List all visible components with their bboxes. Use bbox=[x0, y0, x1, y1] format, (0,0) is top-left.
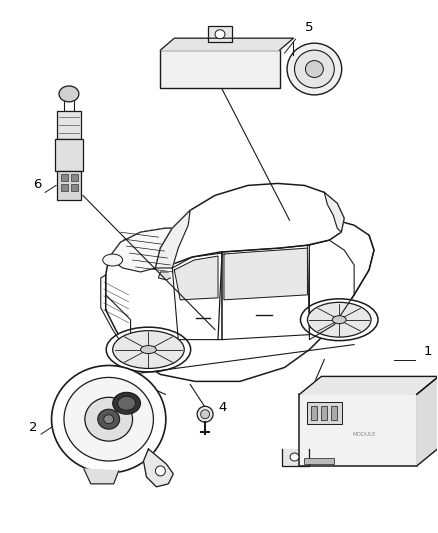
Bar bbox=[57, 171, 81, 200]
Ellipse shape bbox=[197, 406, 213, 422]
Ellipse shape bbox=[305, 61, 323, 77]
Ellipse shape bbox=[307, 302, 371, 337]
Text: 2: 2 bbox=[29, 421, 38, 434]
Bar bbox=[61, 184, 68, 191]
Ellipse shape bbox=[113, 392, 141, 414]
Bar bbox=[57, 111, 81, 139]
Bar bbox=[61, 174, 68, 181]
Ellipse shape bbox=[64, 377, 153, 461]
Bar bbox=[331, 406, 337, 420]
Polygon shape bbox=[159, 272, 170, 280]
Ellipse shape bbox=[85, 397, 133, 441]
Polygon shape bbox=[417, 376, 438, 466]
Polygon shape bbox=[155, 211, 190, 268]
Polygon shape bbox=[109, 228, 172, 272]
Ellipse shape bbox=[300, 299, 378, 341]
Polygon shape bbox=[174, 256, 218, 300]
Bar bbox=[321, 406, 327, 420]
Bar bbox=[300, 394, 417, 466]
Ellipse shape bbox=[59, 86, 79, 102]
Ellipse shape bbox=[98, 409, 120, 429]
Ellipse shape bbox=[332, 316, 346, 324]
Ellipse shape bbox=[52, 366, 166, 473]
Bar bbox=[307, 402, 342, 424]
Text: 1: 1 bbox=[424, 344, 432, 358]
Ellipse shape bbox=[155, 466, 165, 476]
Ellipse shape bbox=[104, 415, 114, 424]
Polygon shape bbox=[224, 248, 307, 300]
Bar bbox=[304, 458, 334, 464]
Text: 5: 5 bbox=[304, 21, 313, 34]
Text: 4: 4 bbox=[218, 401, 226, 414]
Bar bbox=[71, 174, 78, 181]
Bar bbox=[55, 139, 83, 171]
Text: 6: 6 bbox=[33, 179, 42, 191]
Ellipse shape bbox=[113, 330, 184, 368]
Polygon shape bbox=[300, 376, 438, 394]
Bar bbox=[311, 406, 318, 420]
Polygon shape bbox=[144, 449, 173, 487]
Ellipse shape bbox=[103, 254, 123, 266]
Ellipse shape bbox=[287, 43, 342, 95]
Bar bbox=[208, 26, 232, 42]
Polygon shape bbox=[282, 449, 309, 466]
Polygon shape bbox=[324, 192, 344, 232]
Text: MODULE: MODULE bbox=[352, 432, 376, 437]
Ellipse shape bbox=[294, 50, 334, 88]
Bar bbox=[71, 184, 78, 191]
Ellipse shape bbox=[106, 327, 191, 372]
Polygon shape bbox=[84, 469, 119, 484]
Bar bbox=[160, 50, 279, 88]
Ellipse shape bbox=[290, 453, 299, 461]
Polygon shape bbox=[155, 183, 344, 268]
Ellipse shape bbox=[201, 410, 209, 419]
Ellipse shape bbox=[141, 345, 156, 353]
Polygon shape bbox=[160, 38, 293, 50]
Ellipse shape bbox=[215, 30, 225, 39]
Ellipse shape bbox=[118, 397, 135, 410]
